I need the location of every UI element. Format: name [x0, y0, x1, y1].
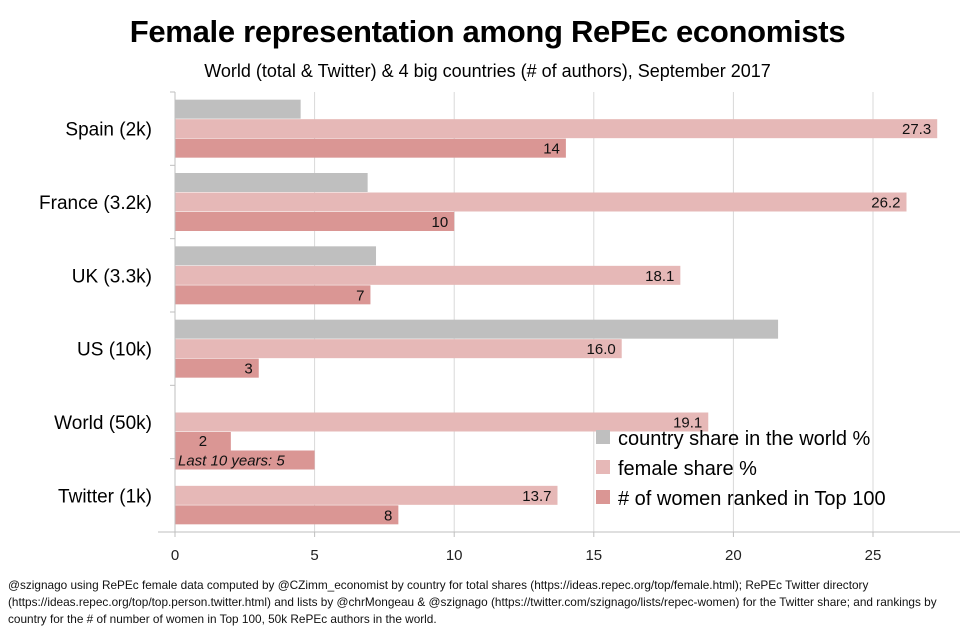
data-label: 16.0 — [587, 341, 616, 358]
chart-title: Female representation among RePEc econom… — [129, 14, 846, 49]
bar-women-top100 — [175, 432, 231, 451]
annotation-bar — [175, 450, 315, 470]
data-label: 26.2 — [871, 195, 900, 212]
bars: 27.3 14 26.2 10 18.1 7 16.0 3 19.1 2 Last 10 years… — [175, 99, 938, 525]
bar-female-share — [175, 412, 709, 432]
category-label: UK (3.3k) — [72, 266, 152, 287]
data-label: 10 — [432, 214, 449, 231]
x-tick-label: 0 — [171, 547, 179, 564]
x-tick-label: 15 — [585, 547, 602, 564]
legend-label: # of women ranked in Top 100 — [618, 488, 886, 510]
category-label: US (10k) — [77, 340, 152, 361]
tick-labels: 0 5 10 15 20 25 — [171, 547, 882, 564]
category-label: France (3.2k) — [39, 193, 152, 214]
legend-label: female share % — [618, 458, 757, 480]
data-label: 2 — [199, 433, 207, 450]
chart-subtitle: World (total & Twitter) & 4 big countrie… — [204, 61, 771, 81]
bar-female-share — [175, 485, 558, 505]
data-label: 13.7 — [522, 488, 551, 505]
legend-swatch — [596, 490, 610, 504]
category-label: World (50k) — [54, 413, 152, 434]
legend: country share in the world % female share… — [596, 428, 886, 510]
bar-women-top100 — [175, 285, 371, 305]
data-label: 19.1 — [673, 415, 702, 432]
bar-women-top100 — [175, 505, 399, 525]
bar-country-share — [175, 99, 301, 119]
bar-chart: 27.3 14 26.2 10 18.1 7 16.0 3 19.1 2 Last 10 years… — [39, 91, 960, 564]
data-label: 18.1 — [645, 268, 674, 285]
category-label: Twitter (1k) — [58, 486, 152, 507]
gridlines — [314, 92, 874, 532]
axes — [158, 91, 960, 537]
bar-female-share — [175, 339, 622, 359]
x-tick-label: 25 — [865, 547, 882, 564]
annotation-label: Last 10 years: 5 — [178, 453, 285, 470]
x-tick-label: 5 — [310, 547, 318, 564]
x-tick-label: 20 — [725, 547, 742, 564]
bar-country-share — [175, 319, 779, 339]
data-label: 7 — [356, 287, 364, 304]
data-label: 8 — [384, 507, 392, 524]
x-tick-label: 10 — [446, 547, 463, 564]
bar-country-share — [175, 246, 377, 266]
bar-country-share — [175, 173, 368, 192]
legend-swatch — [596, 460, 610, 474]
footnote: @szignago using RePEc female data comput… — [8, 578, 937, 626]
data-label: 3 — [244, 361, 252, 378]
bar-women-top100 — [175, 212, 455, 231]
bar-women-top100 — [175, 358, 259, 378]
legend-label: country share in the world % — [618, 428, 871, 450]
category-labels: Spain (2k) France (3.2k) UK (3.3k) US (10k)… — [39, 120, 152, 508]
data-label: 14 — [543, 141, 560, 158]
bar-female-share — [175, 265, 681, 285]
bar-female-share — [175, 192, 907, 212]
legend-swatch — [596, 430, 610, 444]
bar-women-top100 — [175, 138, 566, 158]
data-label: 27.3 — [902, 121, 931, 138]
bar-female-share — [175, 119, 938, 139]
category-label: Spain (2k) — [65, 120, 152, 141]
